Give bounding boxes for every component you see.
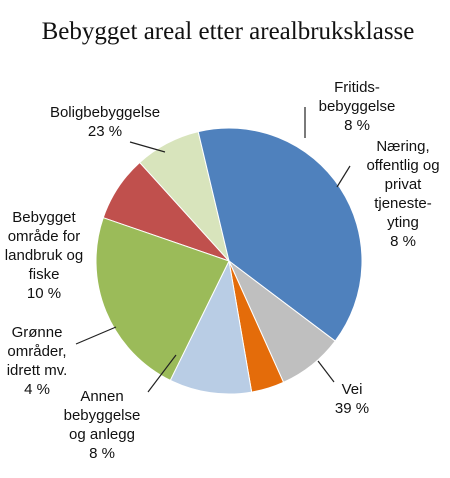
slice-label-line: områder, — [7, 343, 66, 360]
slice-label-vei: Vei 39 % — [335, 381, 369, 417]
slice-label-line: Bebygget — [12, 209, 76, 226]
slice-value-label: 8 % — [344, 117, 370, 134]
slice-label-line: bebyggelse — [64, 407, 141, 424]
slice-label-line: idrett mv. — [7, 362, 68, 379]
slice-value-label: 4 % — [24, 381, 50, 398]
slice-label-line: Fritids- — [334, 79, 380, 96]
slice-label-boligbebyggelse: Boligbebyggelse 23 % — [50, 104, 160, 140]
slice-label-line: offentlig og — [366, 157, 439, 174]
slice-label-naering-offentlig-og-privat-tjeneste-yting: Næring, offentlig og privat tjeneste-yting 8… — [366, 138, 439, 250]
slice-label-line: bebyggelse — [319, 98, 396, 115]
slice-value-label: 39 % — [335, 400, 369, 417]
slice-label-line: område for — [8, 228, 81, 245]
leader-lines — [75, 107, 351, 393]
chart-title: Bebygget areal etter arealbruksklasse — [42, 18, 415, 45]
slice-label-gronne-omrader-idrett-mv: Grønne områder, idrett mv. 4 % — [7, 324, 68, 398]
leader-line-vei — [317, 360, 335, 383]
slice-value-label: 8 % — [89, 445, 115, 462]
pie-slices — [95, 127, 363, 395]
slice-label-line: fiske — [29, 266, 60, 283]
pie-slice-boligbebyggelse — [95, 217, 230, 382]
slice-label-line: Vei — [342, 381, 363, 398]
leader-line-boligbebyggelse — [129, 141, 166, 153]
pie-slice-bebygget-omrade-for-landbruk-og-fiske — [169, 259, 253, 395]
slice-labels: Fritids-bebyggelse 8 % Næring, offentlig og… — [5, 79, 440, 462]
slice-label-line: Boligbebyggelse — [50, 104, 160, 121]
slice-label-line: Næring, — [376, 138, 429, 155]
slice-label-fritids-bebyggelse: Fritids-bebyggelse 8 % — [319, 79, 396, 134]
slice-value-label: 10 % — [27, 285, 61, 302]
slice-label-line: landbruk og — [5, 247, 83, 264]
slice-label-annen-bebyggelse-og-anlegg: Annen bebyggelse og anlegg 8 % — [64, 388, 141, 462]
slice-label-line: yting — [387, 214, 419, 231]
leader-line-naering-offentlig-og-privat-tjeneste-yting — [336, 165, 351, 188]
slice-label-line: Annen — [80, 388, 123, 405]
pie-slice-vei — [197, 127, 363, 342]
leader-line-annen-bebyggelse-og-anlegg — [147, 354, 177, 393]
slice-value-label: 8 % — [390, 233, 416, 250]
slice-label-line: Grønne — [12, 324, 63, 341]
slice-label-line: og anlegg — [69, 426, 135, 443]
slice-value-label: 23 % — [88, 123, 122, 140]
slice-label-bebygget-omrade-for-landbruk-og-fiske: Bebygget område for landbruk og fiske 10 % — [5, 209, 83, 302]
slice-label-line: privat — [385, 176, 423, 193]
slice-label-line: tjeneste- — [374, 195, 432, 212]
leader-line-gronne-omrader-idrett-mv — [75, 326, 117, 345]
